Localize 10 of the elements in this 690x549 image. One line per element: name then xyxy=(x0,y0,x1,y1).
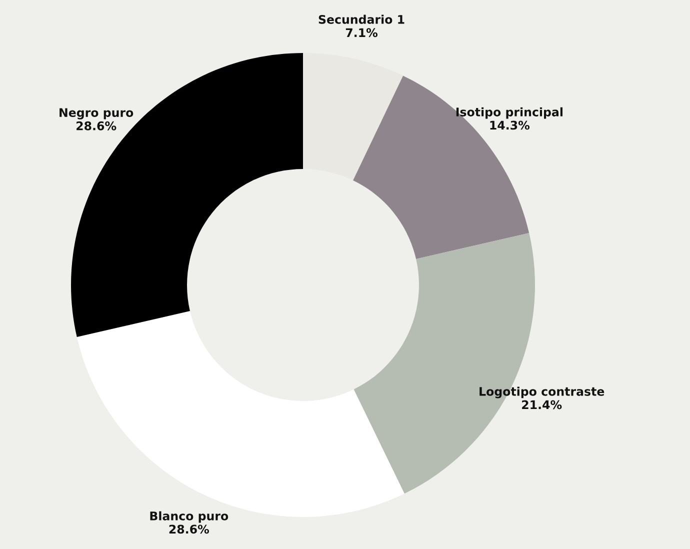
data-label: 28.6% xyxy=(76,121,116,130)
data-label: 7.1% xyxy=(346,28,378,38)
slice-label: Secundario 1 xyxy=(318,14,404,24)
data-label: 14.3% xyxy=(490,120,530,130)
data-label: 21.4% xyxy=(522,400,562,410)
data-label: 28.6% xyxy=(169,524,209,534)
slice-label: Isotipo principal xyxy=(456,107,562,119)
slice-label: Logotipo contraste xyxy=(480,386,604,398)
slice-label: Negro puro xyxy=(60,108,134,120)
slice-label: Blanco puro xyxy=(150,511,228,523)
